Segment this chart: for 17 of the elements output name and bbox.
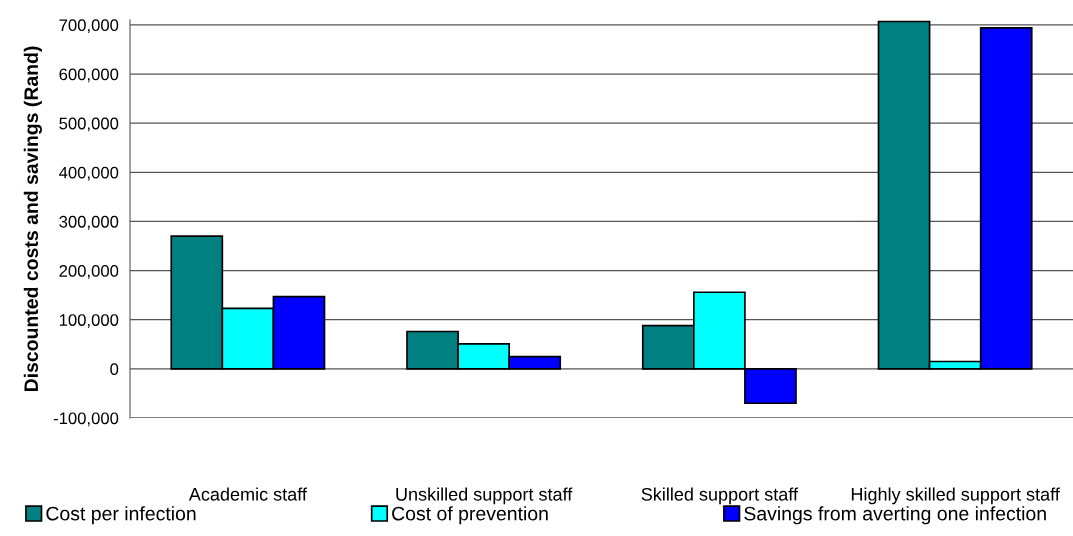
y-tick-label: 0 [110,363,119,376]
x-tick-label: Unskilled support staff [396,487,573,505]
y-tick-label: 500,000 [59,117,119,132]
y-tick-label: 200,000 [59,264,119,279]
y-tick-label: 700,000 [59,19,119,34]
x-tick-label: Highly skilled support staff [851,487,1060,505]
y-tick-label: 400,000 [59,166,119,181]
y-axis-title: Discounted costs and savings (Rand) [23,46,42,392]
y-tick-label: 100,000 [59,314,119,328]
legend-label: Savings from averting one infection [744,506,1046,525]
legend-label: Cost per infection [46,506,196,525]
y-tick-label: -100,000 [53,412,119,427]
x-tick-label: Academic staff [188,487,307,501]
y-tick-label: 600,000 [59,68,119,83]
x-tick-label: Skilled support staff [641,487,799,505]
legend-label: Cost of prevention [392,506,548,525]
y-tick-label: 300,000 [59,215,119,230]
